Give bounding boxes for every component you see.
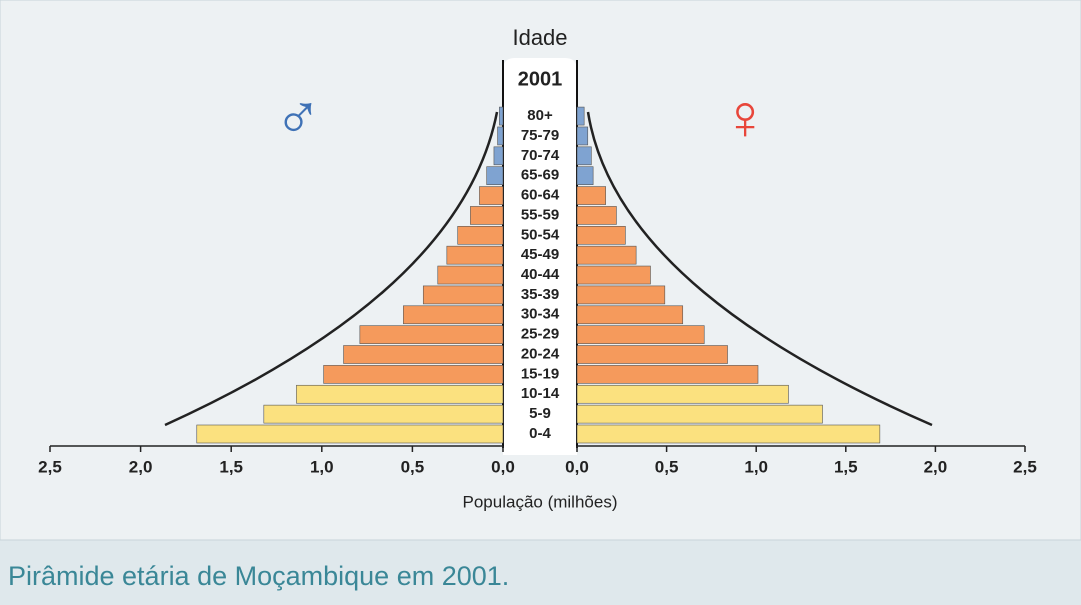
category-label: 5-9 bbox=[529, 405, 551, 422]
x-tick-label: 0,5 bbox=[401, 457, 425, 476]
bar bbox=[457, 226, 504, 245]
bar bbox=[576, 265, 651, 285]
bar bbox=[323, 365, 504, 384]
bar bbox=[576, 126, 589, 146]
bar bbox=[576, 424, 881, 444]
bar bbox=[576, 245, 637, 265]
bar bbox=[576, 384, 789, 404]
bar bbox=[486, 166, 504, 185]
category-label: 45-49 bbox=[521, 246, 559, 263]
category-label: 15-19 bbox=[521, 365, 559, 382]
bar bbox=[576, 146, 592, 166]
category-label: 20-24 bbox=[521, 345, 560, 362]
bar bbox=[422, 285, 504, 305]
bar bbox=[576, 285, 666, 305]
envelope-curve bbox=[586, 111, 933, 427]
category-label: 40-44 bbox=[521, 266, 560, 283]
bar bbox=[403, 305, 504, 325]
category-label: 80+ bbox=[527, 107, 553, 124]
category-label: 35-39 bbox=[521, 286, 559, 303]
x-tick-label: 2,5 bbox=[38, 457, 62, 476]
bar bbox=[576, 325, 705, 344]
category-label: 0-4 bbox=[529, 425, 551, 442]
x-tick-label: 1,5 bbox=[219, 457, 243, 476]
category-label: 70-74 bbox=[521, 147, 560, 164]
x-tick-label: 0,0 bbox=[491, 457, 515, 476]
bar bbox=[576, 345, 728, 364]
category-label: 25-29 bbox=[521, 326, 559, 343]
year-label: 2001 bbox=[518, 68, 563, 90]
category-label: 50-54 bbox=[521, 226, 560, 243]
category-label: 60-64 bbox=[521, 187, 560, 204]
bar bbox=[493, 146, 504, 166]
category-label: 10-14 bbox=[521, 385, 560, 402]
bar bbox=[437, 265, 504, 285]
x-tick-label: 2,0 bbox=[129, 457, 153, 476]
bar bbox=[576, 106, 585, 126]
category-label: 55-59 bbox=[521, 206, 559, 223]
x-tick-label: 2,0 bbox=[924, 457, 948, 476]
x-tick-label: 1,0 bbox=[744, 457, 768, 476]
bar bbox=[470, 206, 504, 225]
x-tick-label: 2,5 bbox=[1013, 457, 1037, 476]
bar bbox=[576, 404, 823, 424]
x-axis-label: População (milhões) bbox=[463, 492, 618, 511]
axis-title: Idade bbox=[512, 25, 567, 50]
bar bbox=[499, 106, 504, 126]
x-tick-label: 1,5 bbox=[834, 457, 858, 476]
bar bbox=[576, 166, 594, 185]
x-tick-label: 0,0 bbox=[565, 457, 589, 476]
bar bbox=[576, 365, 759, 384]
bar bbox=[576, 226, 626, 245]
category-label: 65-69 bbox=[521, 167, 559, 184]
bar bbox=[263, 404, 504, 424]
bar bbox=[479, 186, 504, 205]
envelope-curve bbox=[164, 111, 499, 427]
bar bbox=[497, 126, 504, 146]
x-tick-label: 1,0 bbox=[310, 457, 334, 476]
category-label: 75-79 bbox=[521, 127, 559, 144]
legend-symbol: ♂ bbox=[274, 81, 322, 153]
legend-symbol: ♀ bbox=[721, 81, 769, 153]
bar bbox=[359, 325, 504, 344]
bar bbox=[343, 345, 504, 364]
bar bbox=[296, 384, 504, 404]
bar bbox=[576, 186, 606, 205]
bar bbox=[196, 424, 504, 444]
x-tick-label: 0,5 bbox=[655, 457, 679, 476]
center-strip bbox=[503, 58, 577, 455]
category-label: 30-34 bbox=[521, 306, 560, 323]
bar bbox=[576, 305, 684, 325]
bar bbox=[576, 206, 617, 225]
caption: Pirâmide etária de Moçambique em 2001. bbox=[8, 561, 509, 591]
bar bbox=[446, 245, 504, 265]
